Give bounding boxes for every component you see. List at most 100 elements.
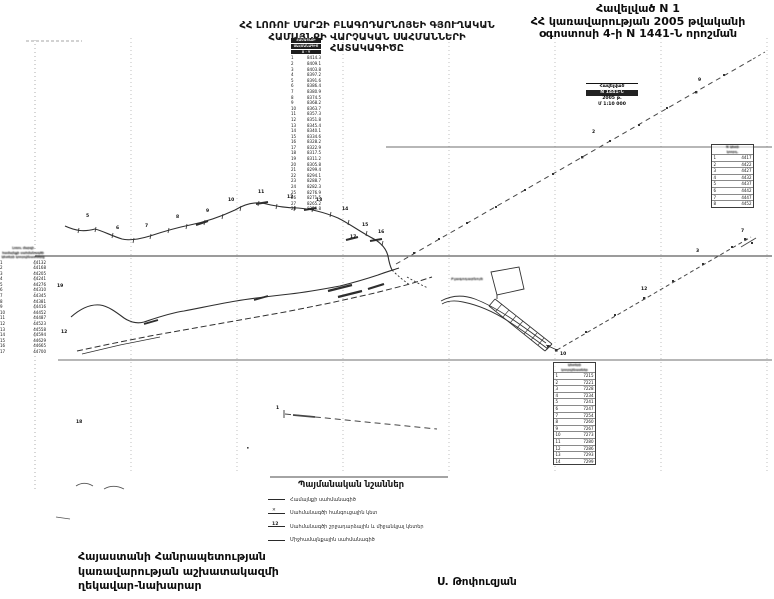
table-row: 1 7215 — [554, 372, 595, 378]
table-body: 1 4417 2 4422 3 4427 4 4432 5 4437 6 4442 7 4447 8 4452 — [712, 154, 753, 207]
point-number-label: 9 — [206, 209, 210, 214]
appendix-line: ՀՀ կառավարության 2005 թվականի — [530, 14, 746, 28]
table-row: 8 44381 — [0, 298, 46, 304]
table-row: 12 44523 — [0, 321, 46, 327]
table-row: 1 44132 — [0, 259, 46, 265]
table-row: 22 8294.1 — [291, 172, 321, 178]
table-row: 21 8299.4 — [291, 167, 321, 173]
table-row: 24 8282.3 — [291, 184, 321, 190]
table-row: 3 8403.8 — [291, 66, 321, 72]
table-row: Հավելված — [586, 83, 638, 90]
point-number-label: 1 — [276, 406, 280, 411]
signatory-name: Ս. Թոփուզյան — [437, 576, 517, 588]
coordinate-table-center: ՀԱՄԱՅՆՔԻ ՍԱՀՄԱՆԱԳԻԾ X · Y 1 8414.3 2 8409.1 3 8… — [291, 38, 321, 212]
table-row: ՍԱՀՄԱՆԱԳԻԾ — [291, 43, 321, 49]
point-number-label: 12 — [287, 195, 294, 200]
table-row: N կետի — [726, 145, 739, 149]
point-number-label: 17 — [350, 235, 357, 240]
table-row: 10 7273 — [554, 431, 595, 438]
northeast-diagonal-line — [395, 51, 766, 265]
point-number-label: 6 — [116, 226, 120, 231]
table-row: 10 44452 — [0, 309, 46, 315]
point-number-label: 12 — [61, 330, 68, 335]
table-row: 16 44665 — [0, 343, 46, 349]
table-row: 8 8374.5 — [291, 94, 321, 100]
table-row: կետերի — [567, 363, 582, 367]
point-number-label: 19 — [57, 284, 64, 289]
southern-boundary-lines — [70, 267, 433, 355]
table-body: 1 7215 2 7221 3 7228 4 7234 5 7241 6 7247 7 7254 8 7260… — [554, 372, 595, 464]
legend-item-community-boundary: Համայնքի սահմանագիծ — [268, 493, 468, 507]
table-row: 17 8322.9 — [291, 144, 321, 150]
point-number-label: 16 — [378, 230, 385, 235]
table-row: 27 8265.2 — [291, 200, 321, 206]
coordinate-table-left: Լոռու մարզի համայնքի սահմանագծի կետերի կոո… — [0, 246, 46, 355]
table-row: 3 44205 — [0, 270, 46, 276]
legend-item-label: Միջհամայնքային սահմանագիծ — [290, 537, 375, 544]
table-row: 8 7260 — [554, 418, 595, 425]
table-row: 18 8317.5 — [291, 150, 321, 156]
section-lines — [35, 146, 772, 361]
table-row: 2 8409.1 — [291, 60, 321, 66]
table-row: 7 7254 — [554, 411, 595, 418]
table-row: 11 8357.3 — [291, 111, 321, 117]
table-row: 5 4437 — [712, 180, 753, 187]
table-row: 26 8271.5 — [291, 195, 321, 201]
point-number-label: 12 — [641, 287, 648, 292]
table-row: N 1441-Ն — [586, 90, 638, 96]
scan-marks — [55, 447, 249, 520]
map-title-line: ՀՀ ԼՈՌՈՒ ՄԱՐԶԻ ԲԼԱԳՈԴԱՐՆՈՅԵԻ ԳՅՈՒՂԱԿԱՆ — [239, 20, 495, 31]
map-title-line: ՀԱՄԱՅՆՔԻ ՎԱՐՉԱԿԱՆ ՍԱՀՄԱՆՆԵՐԻ — [268, 31, 466, 43]
table-header: կետերի կոորդինատներ — [554, 363, 595, 372]
appendix-reference-block: Հավելված N 1 ՀՀ կառավարության 2005 թվակա… — [505, 2, 771, 41]
table-row: 7 4447 — [712, 193, 753, 200]
point-number-label: 3 — [696, 249, 700, 254]
table-row: 11 7280 — [554, 437, 595, 444]
table-row: 14 7299 — [554, 457, 595, 464]
table-row: 7 44345 — [0, 293, 46, 299]
point-number-label: 18 — [76, 420, 83, 425]
point-number-label: 9 — [698, 78, 702, 83]
table-header: N կետի կոորդ. — [712, 145, 753, 154]
table-row: 12 7286 — [554, 444, 595, 451]
point-number-label: 14 — [342, 207, 349, 212]
stamp-lines: Հավելված N 1441-Ն 2005 թ. Մ 1:10 000 — [586, 83, 638, 108]
table-row: 10 8363.7 — [291, 105, 321, 111]
table-row: 13 8345.4 — [291, 122, 321, 128]
point-number-label: 13 — [316, 198, 323, 203]
grid-lines — [26, 38, 768, 490]
table-row: 14 8340.1 — [291, 128, 321, 134]
authority-line: ղեկավար-նախարար — [78, 579, 202, 592]
legend-item-label: Սահմանագծի շրջադարձային և միջանկյալ կետե… — [290, 523, 424, 530]
map-stamp-block: Հավելված N 1441-Ն 2005 թ. Մ 1:10 000 — [586, 83, 638, 108]
appendix-line: օգոստոսի 4-ի N 1441-Ն որոշման — [538, 27, 738, 41]
table-row: 28 8259.8 — [291, 206, 321, 212]
point-number-label: 2 — [592, 130, 596, 135]
map-title-line: ՀԱՏԱԿԱԳԻԾԸ — [330, 43, 404, 55]
table-row: 8 4452 — [712, 200, 753, 207]
authority-line: կառավարության աշխատակազմի — [78, 564, 279, 578]
legend: Պայմանական նշաններ Համայնքի սահմանագիծ ✕… — [268, 472, 468, 547]
village-name-label: Բլագոդարնոյե — [451, 276, 484, 281]
table-row: 4 7234 — [554, 391, 595, 398]
table-row: 1 8414.3 — [291, 55, 321, 61]
southeast-diagonal-line — [547, 236, 757, 352]
table-row: 5 7241 — [554, 398, 595, 405]
table-row: 11 44487 — [0, 315, 46, 321]
authority-line: Հայաստանի Հանրապետության — [78, 550, 266, 563]
table-row: 5 44276 — [0, 281, 46, 287]
table-row: 20 8305.8 — [291, 161, 321, 167]
table-row: 13 7293 — [554, 451, 595, 458]
point-number-label: 10 — [560, 352, 567, 357]
table-row: 5 8391.6 — [291, 77, 321, 83]
table-header: ՀԱՄԱՅՆՔԻ ՍԱՀՄԱՆԱԳԻԾ X · Y — [291, 38, 321, 55]
point-number-label: 15 — [362, 223, 369, 228]
table-row: 13 44558 — [0, 326, 46, 332]
table-row: կետերի կոորդինատները — [1, 255, 45, 259]
table-row: 15 8334.6 — [291, 133, 321, 139]
survey-point-markers — [413, 74, 725, 254]
table-header: Լոռու մարզի համայնքի սահմանագծի կետերի կոո… — [0, 246, 46, 260]
table-row: 2005 թ. — [602, 96, 622, 101]
boundary-line-symbol — [268, 499, 290, 501]
table-row: 15 44629 — [0, 337, 46, 343]
